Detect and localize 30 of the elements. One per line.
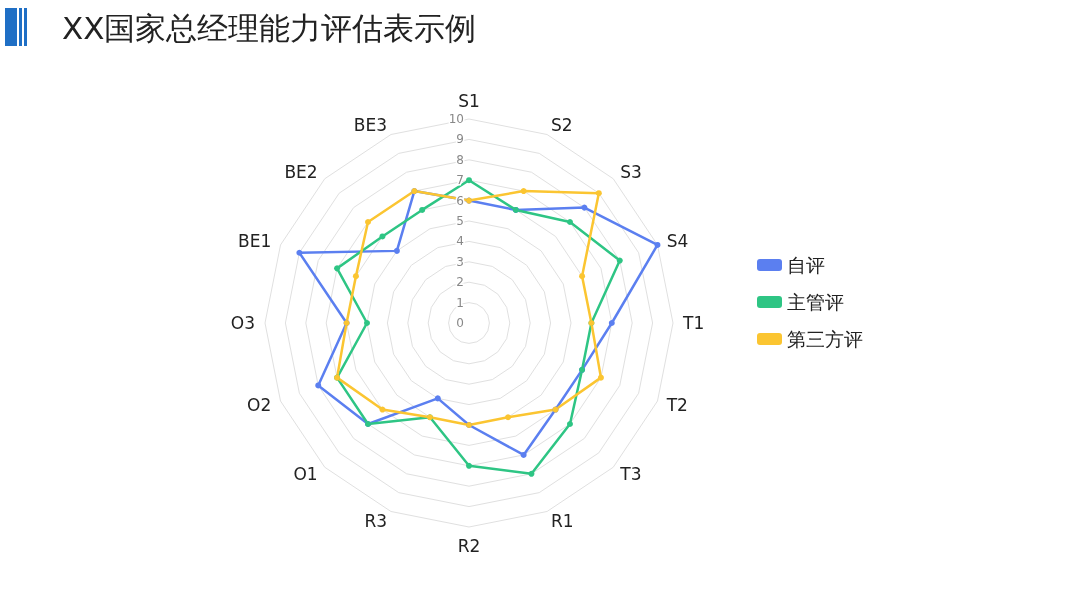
spoke-label: S3 [620, 161, 642, 182]
spoke-label: R2 [457, 535, 481, 556]
spoke-label: T1 [682, 313, 705, 333]
spoke-label: BE2 [284, 161, 318, 182]
y-tick-label: 9 [456, 132, 464, 147]
legend-label: 主管评 [787, 291, 844, 313]
y-tick-label: 0 [456, 316, 464, 330]
spoke-label: R3 [364, 510, 388, 531]
y-tick-label: 5 [456, 214, 464, 228]
y-tick-label: 10 [448, 112, 464, 126]
spoke-label: O2 [247, 394, 272, 415]
legend-label: 自评 [787, 254, 825, 276]
y-tick-label: 1 [456, 295, 464, 310]
spoke-label: S2 [550, 115, 573, 136]
y-tick-label: 7 [456, 173, 464, 188]
spoke-label: O1 [293, 464, 318, 485]
spoke-label: S1 [458, 90, 480, 111]
spoke-label: O3 [230, 313, 255, 333]
legend-label: 第三方评 [787, 328, 863, 350]
chart-title: XX国家总经理能力评估表示例 [62, 9, 477, 48]
spoke-label: BE3 [353, 115, 388, 136]
y-tick-label: 2 [456, 275, 464, 290]
y-tick-label: 8 [456, 152, 464, 167]
y-tick-label: 4 [456, 234, 464, 249]
y-tick-label: 3 [456, 254, 464, 269]
spoke-label: R1 [550, 510, 574, 531]
spoke-label: T3 [619, 464, 642, 485]
spoke-label: BE1 [238, 231, 272, 252]
spoke-label: S4 [666, 231, 689, 252]
spoke-label: T2 [665, 394, 688, 415]
